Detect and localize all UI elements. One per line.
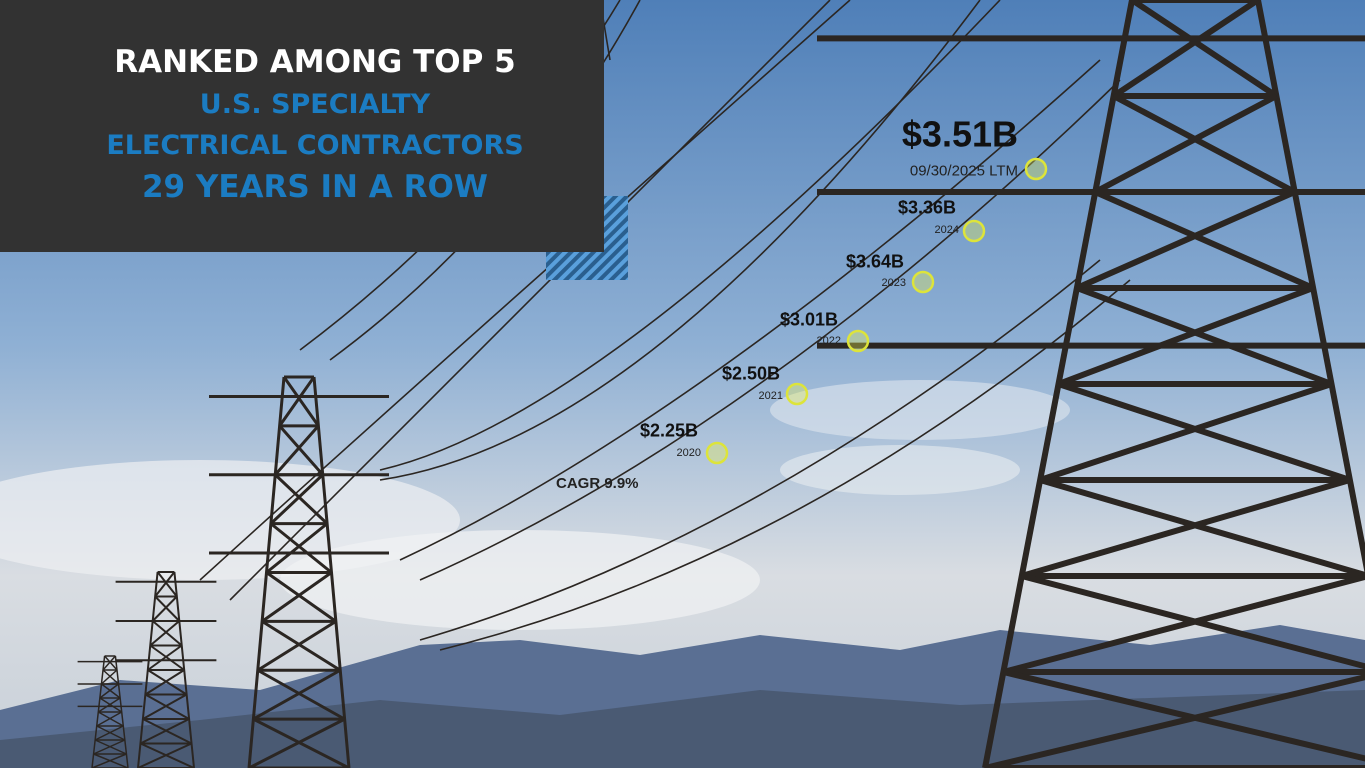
tower-brace — [137, 742, 195, 768]
milestone-value: $3.64B — [846, 251, 904, 271]
tower-brace — [1075, 189, 1315, 291]
tower — [77, 655, 143, 768]
tower-brace — [261, 571, 337, 623]
tower-brace — [1039, 381, 1351, 483]
cagr-label: CAGR 9.9% — [556, 475, 639, 492]
tower-brace — [1002, 573, 1365, 675]
milestones: $2.25B 2020 $2.50B 2021 $3.01B 2022 $3.64B 2023… — [640, 114, 1048, 465]
tower — [209, 375, 389, 768]
tower-brace — [144, 669, 188, 696]
tower-brace — [256, 620, 342, 672]
tower-brace — [984, 669, 1365, 768]
milestone-dot — [785, 382, 809, 406]
tower-brace — [149, 620, 183, 647]
milestone-period: 2020 — [677, 447, 701, 459]
tower — [817, 0, 1365, 768]
milestone-dot — [962, 219, 986, 243]
header-line: ELECTRICAL CONTRACTORS — [106, 130, 523, 161]
tower-brace — [265, 522, 333, 574]
milestone-dot — [846, 329, 870, 353]
power-line — [229, 0, 831, 601]
tower-brace — [1093, 93, 1297, 195]
milestone-value: $3.51B — [902, 114, 1018, 155]
tower-brace — [154, 571, 178, 598]
milestone-period: 09/30/2025 LTM — [910, 162, 1018, 179]
milestone-dot — [911, 270, 935, 294]
milestone-period: 2023 — [882, 277, 906, 289]
tower-brace — [99, 683, 121, 699]
tower-brace — [269, 473, 329, 525]
tower-brace — [274, 424, 324, 476]
power-line — [379, 0, 1001, 471]
tower-brace — [248, 717, 350, 768]
header-line: RANKED AMONG TOP 5 — [114, 44, 516, 80]
tower-brace — [96, 711, 124, 727]
tower-brace — [1111, 0, 1279, 99]
tower-brace — [252, 668, 346, 721]
milestone-value: $2.25B — [640, 420, 698, 440]
header-box — [0, 0, 604, 252]
power-line — [399, 59, 1101, 561]
tower-brace — [91, 753, 129, 768]
milestone-dot — [705, 441, 729, 465]
tower-brace — [97, 697, 123, 713]
tower-brace — [94, 725, 126, 741]
tower-brace — [147, 644, 185, 671]
milestone-value: $3.01B — [780, 309, 838, 329]
cloud — [280, 530, 760, 630]
power-lines — [77, 0, 1365, 768]
cloud — [780, 445, 1020, 495]
milestone-dot — [1024, 157, 1048, 181]
power-line — [439, 279, 1131, 651]
milestone-value: $3.36B — [898, 197, 956, 217]
tower-brace — [1020, 477, 1365, 579]
tower-brace — [102, 655, 118, 671]
tower — [115, 571, 217, 768]
milestone-period: 2024 — [935, 224, 959, 236]
power-line — [199, 0, 851, 581]
cloud — [770, 380, 1070, 440]
header-line: 29 YEARS IN A ROW — [142, 169, 488, 205]
tower-brace — [278, 376, 320, 427]
power-line — [379, 0, 981, 481]
tower-brace — [100, 669, 120, 685]
tower-brace — [151, 595, 181, 622]
power-line — [419, 259, 1101, 641]
tower-brace — [93, 739, 127, 755]
header-line: U.S. SPECIALTY — [200, 89, 431, 120]
tower-brace — [140, 718, 192, 745]
milestone-period: 2021 — [759, 390, 783, 402]
milestone-period: 2022 — [817, 335, 841, 347]
tower-brace — [142, 693, 190, 720]
foothills — [0, 690, 1365, 768]
tower-brace — [1057, 285, 1333, 387]
milestone-value: $2.50B — [722, 363, 780, 383]
power-line — [419, 79, 1121, 581]
